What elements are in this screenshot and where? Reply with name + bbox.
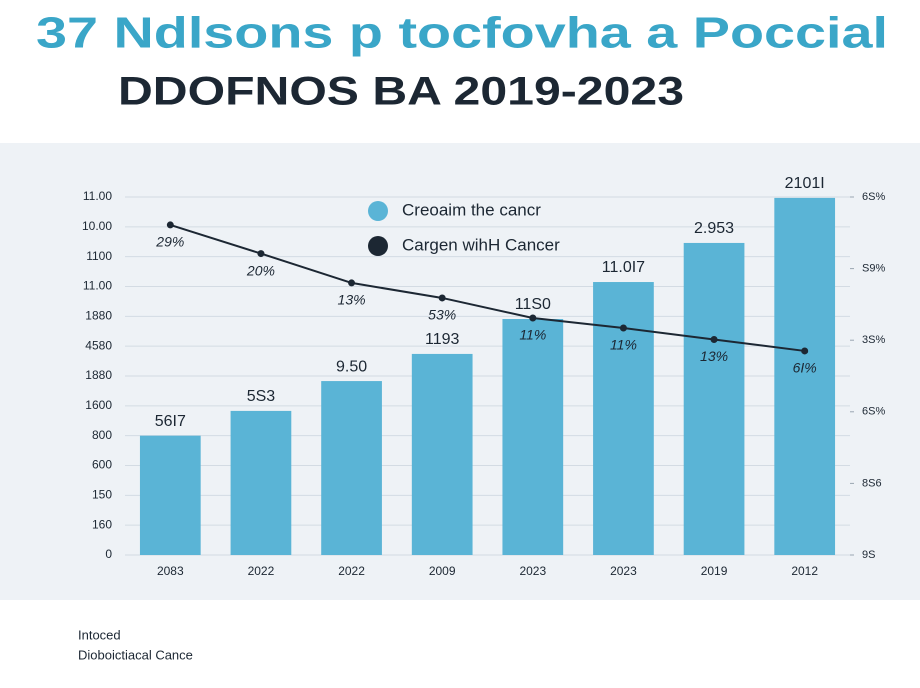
legend-marker [368,236,388,256]
line-point [619,324,627,332]
legend-label: Creoaim the cancr [402,200,541,219]
bar-label: 9.50 [336,358,367,375]
line-point [257,250,265,258]
y-tick-label: 1880 [85,309,112,323]
y-tick-label: 10.00 [82,219,112,233]
line-point [166,221,174,229]
line [170,223,805,352]
bar [593,282,654,555]
x-tick-label: 2022 [248,564,275,578]
chart-subtitle: DDOFNOS BA 2019-2023 [118,70,684,114]
y2-tick-label: 9S [862,549,875,561]
x-tick-label: 2022 [338,564,365,578]
x-tick-label: 2009 [429,564,456,578]
bar-label: 2101I [785,175,825,192]
line-point [529,314,537,322]
y-tick-label: 150 [92,488,112,502]
legend-label: Cargen wihH Cancer [402,235,560,254]
x-tick-label: 2019 [701,564,728,578]
y-tick-label: 1100 [86,249,112,263]
y-tick-label: 1880 [85,368,112,382]
point-label: 13% [700,348,728,364]
bar [321,381,382,555]
footer-line: Intoced [78,627,121,642]
y2-tick-label: 3S% [862,334,885,346]
y-tick-label: 11.00 [83,279,112,293]
y-tick-label: 800 [92,428,112,442]
x-tick-label: 2023 [610,564,637,578]
point-label: 6I% [793,360,817,376]
line-point [348,279,356,287]
y-tick-label: 4580 [85,338,112,352]
y-tick-label: 11.00 [83,189,112,203]
bar-label: 56I7 [155,413,186,430]
y-tick-label: 600 [92,458,112,472]
point-label: 11% [519,327,546,343]
point-label: 53% [428,307,456,323]
bar [502,319,564,555]
point-label: 20% [246,262,275,278]
legend-marker [368,201,388,221]
x-tick-label: 2012 [791,564,818,578]
line-point [801,347,809,355]
bar-label: 11.0I7 [602,259,645,276]
y2-tick-label: 6S% [862,191,885,203]
y2-tick-label: 6S% [862,406,885,418]
y-tick-label: 1600 [85,398,112,412]
point-label: 29% [155,234,184,250]
x-tick-label: 2023 [519,564,546,578]
point-label: 11% [610,337,637,353]
bar-label: 11S0 [515,296,551,313]
footer-line: Dioboictiacal Cance [78,647,193,662]
y-tick-label: 160 [92,517,112,531]
chart-title: 37 Ndlsons p tocfovha a Poccial [36,9,888,58]
y-tick-label: 0 [105,547,112,561]
y2-tick-label: 8S6 [862,477,882,489]
bar-label: 2.953 [694,220,734,237]
point-label: 13% [338,292,366,308]
bar-label: 1193 [425,331,460,348]
line-point [438,294,446,302]
bar [774,197,836,555]
x-tick-label: 2083 [157,564,184,578]
line-point [710,335,718,343]
bar-label: 5S3 [247,388,276,405]
bar [683,242,745,555]
bar [230,410,292,555]
y2-tick-label: S9% [862,263,885,275]
bar [139,435,201,555]
bar [411,353,473,555]
